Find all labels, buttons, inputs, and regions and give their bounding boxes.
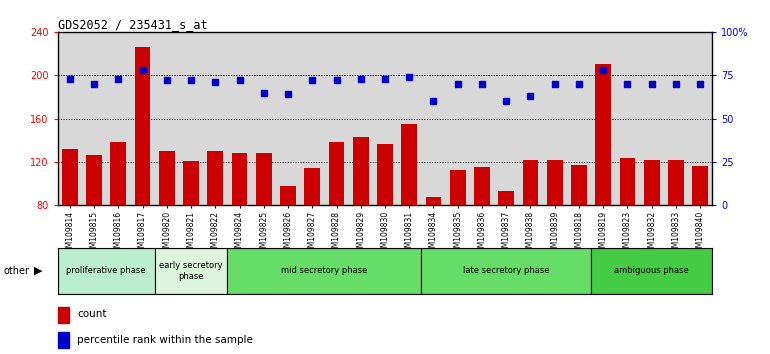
Bar — [110, 142, 126, 292]
Text: GDS2052 / 235431_s_at: GDS2052 / 235431_s_at — [58, 18, 207, 31]
Point — [258, 90, 270, 96]
Bar — [571, 165, 587, 292]
Bar — [58, 248, 155, 294]
Text: other: other — [4, 266, 30, 276]
Point — [451, 81, 464, 87]
Bar — [207, 151, 223, 292]
Point — [573, 81, 585, 87]
Bar — [644, 160, 660, 292]
Bar — [595, 64, 611, 292]
Text: ambiguous phase: ambiguous phase — [614, 266, 689, 275]
Point — [355, 76, 367, 81]
Point — [645, 81, 658, 87]
Bar — [304, 169, 320, 292]
Text: early secretory
phase: early secretory phase — [159, 261, 223, 280]
Point — [161, 78, 173, 83]
Point — [64, 76, 76, 81]
Bar — [58, 307, 69, 323]
Point — [670, 81, 682, 87]
Point — [330, 78, 343, 83]
Text: proliferative phase: proliferative phase — [66, 266, 146, 275]
Point — [694, 81, 706, 87]
Bar — [62, 149, 78, 292]
Point — [476, 81, 488, 87]
Bar — [620, 158, 635, 292]
Bar — [498, 191, 514, 292]
Point — [548, 81, 561, 87]
Bar — [135, 47, 150, 292]
Bar — [183, 161, 199, 292]
Point — [379, 76, 391, 81]
Point — [88, 81, 100, 87]
Bar — [426, 197, 441, 292]
Bar — [86, 155, 102, 292]
Point — [427, 98, 440, 104]
Point — [233, 78, 246, 83]
Bar — [353, 137, 369, 292]
Bar — [668, 160, 684, 292]
Text: ▶: ▶ — [34, 266, 43, 276]
Text: mid secretory phase: mid secretory phase — [281, 266, 367, 275]
Point — [282, 91, 294, 97]
Bar — [377, 143, 393, 292]
Bar — [401, 124, 417, 292]
Point — [209, 79, 222, 85]
Bar — [58, 332, 69, 348]
Text: count: count — [77, 309, 106, 319]
Point — [524, 93, 537, 99]
Bar — [227, 248, 421, 294]
Text: late secretory phase: late secretory phase — [463, 266, 550, 275]
Bar — [329, 142, 344, 292]
Bar — [692, 166, 708, 292]
Bar — [523, 160, 538, 292]
Point — [185, 78, 197, 83]
Point — [500, 98, 512, 104]
Bar — [591, 248, 712, 294]
Bar — [232, 153, 247, 292]
Bar — [547, 160, 563, 292]
Point — [112, 76, 125, 81]
Bar — [450, 170, 466, 292]
Point — [403, 74, 415, 80]
Bar — [421, 248, 591, 294]
Point — [136, 67, 149, 73]
Point — [597, 67, 609, 73]
Bar — [256, 153, 272, 292]
Point — [621, 81, 634, 87]
Text: percentile rank within the sample: percentile rank within the sample — [77, 335, 253, 345]
Bar — [280, 186, 296, 292]
Bar — [474, 167, 490, 292]
Point — [306, 78, 319, 83]
Bar — [159, 151, 175, 292]
Bar — [155, 248, 227, 294]
